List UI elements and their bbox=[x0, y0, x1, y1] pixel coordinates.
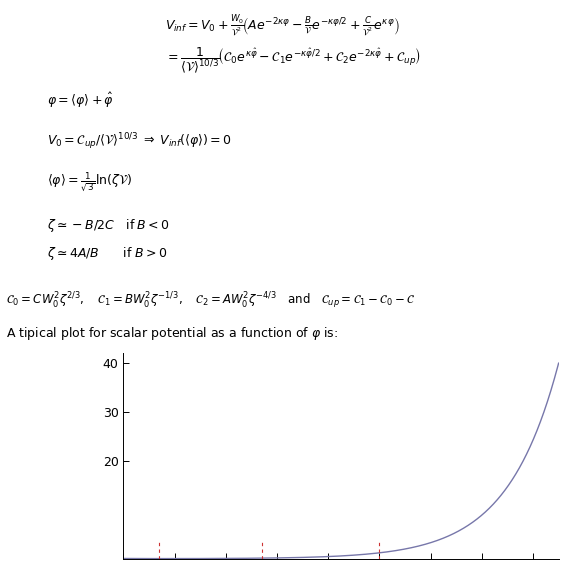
Text: $\varphi = \langle\varphi\rangle + \hat{\varphi}$: $\varphi = \langle\varphi\rangle + \hat{… bbox=[47, 91, 114, 110]
Text: $V_{inf} = V_0 + \frac{W_0}{\mathcal{V}^2}\!\left(A e^{-2\kappa\varphi} - \frac{: $V_{inf} = V_0 + \frac{W_0}{\mathcal{V}^… bbox=[165, 14, 399, 39]
Text: $\mathcal{C}_0 = CW_0^2\zeta^{2/3},\quad\mathcal{C}_1 = BW_0^2\zeta^{-1/3},\quad: $\mathcal{C}_0 = CW_0^2\zeta^{2/3},\quad… bbox=[6, 291, 416, 311]
Text: $\langle\varphi\rangle = \frac{1}{\sqrt{3}}\ln(\zeta\mathcal{V})$: $\langle\varphi\rangle = \frac{1}{\sqrt{… bbox=[47, 171, 132, 194]
Text: $= \dfrac{1}{\langle\mathcal{V}\rangle^{10/3}}\!\left(\mathcal{C}_0 e^{\kappa\ha: $= \dfrac{1}{\langle\mathcal{V}\rangle^{… bbox=[165, 46, 421, 75]
Text: A tipical plot for scalar potential as a function of $\varphi$ is:: A tipical plot for scalar potential as a… bbox=[6, 325, 338, 342]
Text: $\zeta \simeq 4A/B \qquad \mathrm{if}\; B > 0$: $\zeta \simeq 4A/B \qquad \mathrm{if}\; … bbox=[47, 245, 167, 262]
Text: $\zeta \simeq -B/2C \quad \mathrm{if}\; B < 0$: $\zeta \simeq -B/2C \quad \mathrm{if}\; … bbox=[47, 217, 170, 234]
Text: $V_0 = \mathcal{C}_{up}/\langle\mathcal{V}\rangle^{10/3}\;\Rightarrow\; V_{inf}(: $V_0 = \mathcal{C}_{up}/\langle\mathcal{… bbox=[47, 131, 232, 152]
